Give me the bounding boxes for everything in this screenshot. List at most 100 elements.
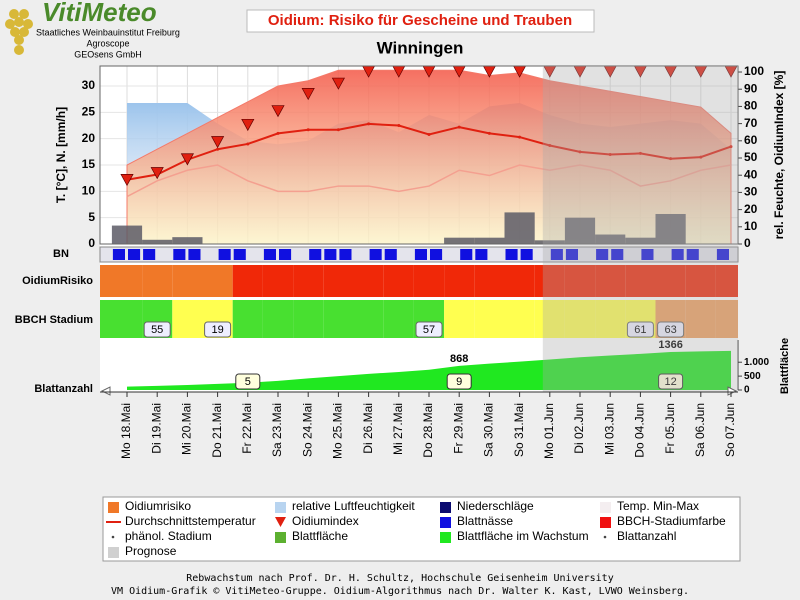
temp-dot — [608, 152, 612, 156]
chart-title: Oidium: Risiko für Gescheine und Trauben — [268, 12, 572, 29]
temp-dot — [306, 128, 310, 132]
x-tick-label: Mo 18.Mai — [119, 403, 133, 459]
risk-cell — [504, 265, 535, 297]
bbch-box — [204, 321, 232, 338]
risk-cell — [100, 265, 143, 297]
leaf-wetness — [460, 249, 473, 260]
risk-cell — [323, 265, 354, 297]
org: Agroscope — [86, 38, 129, 48]
precip-bar — [625, 237, 656, 244]
subtitle: Winningen — [377, 38, 464, 57]
bbch-label: 63 — [664, 324, 676, 336]
y2-tick-label: 70 — [744, 116, 758, 130]
bbch-cell — [534, 300, 565, 338]
logo-text: VitiMeteo — [42, 0, 157, 27]
y2-tick-label: 30 — [744, 185, 758, 199]
legend-swatch — [275, 517, 286, 527]
precip-bar — [444, 237, 475, 244]
temp-dot — [487, 131, 491, 135]
precip-bar — [504, 212, 535, 244]
temp-dot — [427, 132, 431, 136]
risk-cell — [715, 265, 738, 297]
risk-cell — [413, 265, 445, 297]
temp-dot — [518, 135, 522, 139]
bbch-cell — [293, 300, 324, 338]
temp-dot — [638, 151, 642, 155]
leaf-wetness — [430, 249, 443, 260]
bbch-cell — [100, 300, 143, 338]
risk-cell — [353, 265, 384, 297]
y2-tick-label: 80 — [744, 99, 758, 113]
precip-bar — [111, 225, 143, 244]
leaf-wetness — [596, 249, 609, 260]
x-tick-label: So 31.Mai — [512, 403, 526, 457]
row-label: Blattanzahl — [34, 383, 93, 395]
risk-cell — [383, 265, 414, 297]
precip-bar — [564, 217, 596, 244]
footer: VM Oidium-Grafik © VitiMeteo-Gruppe. Oid… — [111, 586, 689, 597]
forecast — [542, 66, 738, 392]
bbch-cell — [504, 300, 535, 338]
leaf-wetness — [279, 249, 292, 260]
bbch-cell — [353, 300, 384, 338]
precip-bar — [595, 234, 626, 244]
temp-dot — [216, 147, 220, 151]
leaf-wetness — [324, 249, 337, 260]
leaf-count-label: 9 — [456, 376, 462, 388]
leaf-wetness — [384, 249, 397, 260]
leaf-wetness — [475, 249, 488, 260]
leaf-wetness — [143, 249, 156, 260]
x-tick-label: Mo 01.Jun — [542, 403, 556, 459]
leaf-wetness — [414, 249, 427, 260]
legend-swatch — [108, 547, 119, 558]
leaf-wetness — [565, 249, 578, 260]
precip-bar — [142, 239, 173, 244]
temp-dot — [669, 157, 673, 161]
y-tick-label: 30 — [82, 78, 96, 92]
row-label: BBCH Stadium — [15, 314, 93, 326]
legend-label: Blattfläche — [292, 529, 348, 543]
org: GEOsens GmbH — [74, 49, 142, 59]
leaf-wetness — [505, 249, 518, 260]
org: Staatliches Weinbauinstitut Freiburg — [36, 27, 180, 37]
precip-bar — [172, 237, 203, 244]
legend-swatch — [275, 532, 286, 543]
temp-dot — [367, 122, 371, 126]
x-tick-label: So 24.Mai — [300, 403, 314, 457]
bbch-cell — [685, 300, 716, 338]
bbch-label: 55 — [151, 324, 163, 336]
y-tick-label: 10 — [82, 184, 96, 198]
leaf-wetness — [218, 249, 231, 260]
risk-cell — [293, 265, 324, 297]
bbch-box — [657, 321, 685, 338]
arrow — [100, 386, 111, 396]
legend-swatch — [440, 517, 451, 528]
precip-bar — [474, 237, 505, 244]
oidium-index — [180, 153, 194, 166]
legend-swatch — [440, 532, 451, 543]
x-tick-label: Sa 06.Jun — [693, 403, 707, 457]
bbch-cell — [323, 300, 354, 338]
risk-cell — [232, 265, 263, 297]
legend-label: phänol. Stadium — [125, 529, 212, 543]
legend-swatch — [600, 517, 611, 528]
x-tick-label: Di 02.Jun — [572, 403, 586, 454]
oidium-index — [211, 136, 225, 149]
bbch-box — [626, 321, 654, 338]
x-tick-label: Mi 20.Mai — [180, 403, 194, 455]
leaf-wetness — [686, 249, 699, 260]
bbch-label: 57 — [423, 324, 435, 336]
bbch-cell — [715, 300, 738, 338]
precip-bar — [655, 213, 686, 244]
leaf-wetness — [641, 249, 654, 260]
bbch-cell — [383, 300, 414, 338]
leaf-wetness — [188, 249, 201, 260]
legend-label: Oidiumrisiko — [125, 499, 191, 513]
y2-tick-label: 100 — [744, 64, 764, 78]
risk-cell — [625, 265, 656, 297]
leaf-area — [127, 350, 731, 390]
leaf-wetness — [173, 249, 186, 260]
leaf-tick-label: 1.000 — [744, 357, 769, 368]
leaf-wetness — [128, 249, 141, 260]
